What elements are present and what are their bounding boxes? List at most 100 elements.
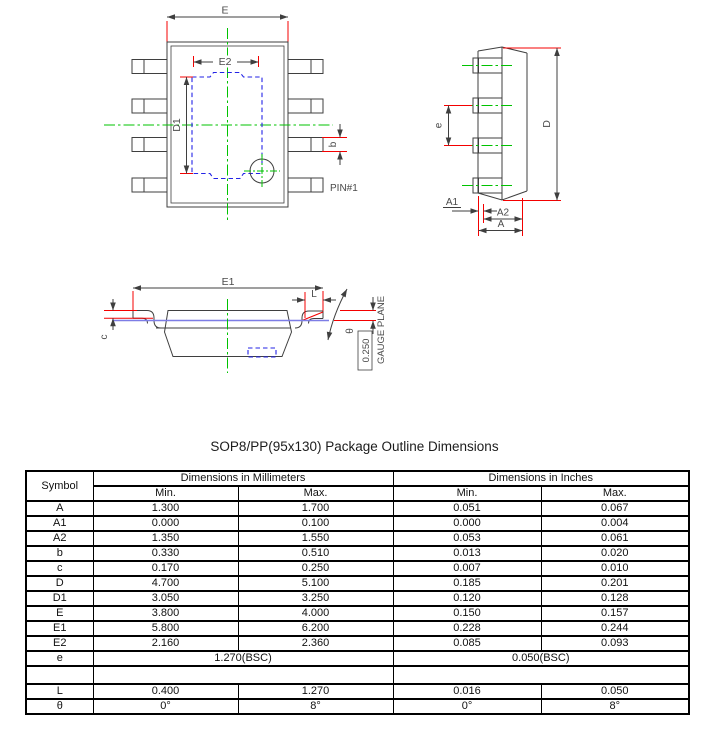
table-row: A 1.300 1.700 0.051 0.067 (25, 500, 690, 517)
dim-label-b: b (328, 141, 339, 147)
dim-label-e: e (434, 122, 445, 128)
cell-mm-max: 3.250 (237, 590, 394, 607)
theta-arc (326, 288, 348, 341)
cell-mm-min: 0.000 (92, 515, 239, 532)
cell-mm-min: 4.700 (92, 575, 239, 592)
cell-symbol: D1 (25, 590, 94, 607)
gauge-offset-lines (334, 310, 376, 321)
cell-in-min: 0.013 (392, 545, 542, 562)
pin (131, 177, 168, 193)
cell-mm-max: 0.510 (237, 545, 394, 562)
cell-in-min: 0.150 (392, 605, 542, 622)
cell-in-min: 0.000 (392, 515, 542, 532)
cell-in-min: 0.016 (392, 683, 542, 700)
cell-mm-max: 5.100 (237, 575, 394, 592)
cell-mm-min: 0.330 (92, 545, 239, 562)
cell-empty (92, 665, 394, 685)
side-body-outline (477, 46, 528, 201)
cell-in-max: 8° (540, 698, 690, 715)
cell-in-min: 0.085 (392, 635, 542, 652)
cell-in-min: 0.053 (392, 530, 542, 547)
pin-centerlines (462, 65, 514, 186)
right-pins (287, 59, 324, 193)
cell-symbol: L (25, 683, 94, 700)
cell-mm-max: 1.700 (237, 500, 394, 517)
cell-mm-max: 0.100 (237, 515, 394, 532)
col-header-inch-group: Dimensions in Inches (392, 470, 690, 487)
table-row: c 0.170 0.250 0.007 0.010 (25, 560, 690, 577)
extension-lines-D (503, 47, 561, 201)
cell-symbol: D (25, 575, 94, 592)
table-row: E2 2.160 2.360 0.085 0.093 (25, 635, 690, 652)
dim-label-E2: E2 (219, 56, 232, 68)
cell-in-max: 0.128 (540, 590, 690, 607)
gauge-value-box (357, 330, 373, 371)
cell-mm-min: 0° (92, 698, 239, 715)
cell-in-max: 0.067 (540, 500, 690, 517)
hidden-pad-mark (247, 347, 277, 358)
cell-mm-min: 5.800 (92, 620, 239, 637)
pin (131, 59, 168, 74)
table-row-e: e 1.270(BSC) 0.050(BSC) (25, 650, 690, 667)
cell-in-min: 0° (392, 698, 542, 715)
pin (287, 98, 324, 114)
cell-symbol: b (25, 545, 94, 562)
cell-in-max: 0.004 (540, 515, 690, 532)
cell-in-max: 0.061 (540, 530, 690, 547)
cell-symbol: E (25, 605, 94, 622)
cell-symbol: A2 (25, 530, 94, 547)
dim-label-theta: θ (345, 328, 356, 334)
header-row-groups: Symbol Dimensions in Millimeters Dimensi… (25, 470, 690, 502)
col-header-in-max: Max. (540, 485, 690, 502)
dim-label-E: E (221, 5, 228, 17)
cell-in-min: 0.120 (392, 590, 542, 607)
pin1-cross-centerline (244, 154, 280, 189)
cell-in-min: 0.051 (392, 500, 542, 517)
pin (287, 177, 324, 193)
cell-mm-min: 1.300 (92, 500, 239, 517)
cell-in-max: 0.157 (540, 605, 690, 622)
cell-mm-max: 0.250 (237, 560, 394, 577)
table-row-spacer (25, 665, 690, 685)
cell-mm-min: 0.400 (92, 683, 239, 700)
profile-view: E1 c L θ (99, 276, 387, 373)
dim-label-A: A (498, 219, 505, 230)
cell-symbol: E1 (25, 620, 94, 637)
lead-angle-line (301, 311, 324, 321)
header-row-minmax: Min. Max. Min. Max. (26, 485, 690, 502)
cell-mm-bsc: 1.270(BSC) (92, 650, 394, 667)
cell-symbol: E2 (25, 635, 94, 652)
extension-lines-c (104, 310, 153, 319)
table-row: D1 3.050 3.250 0.120 0.128 (25, 590, 690, 607)
cell-mm-max: 4.000 (237, 605, 394, 622)
dim-label-L: L (311, 289, 317, 300)
dim-label-E1: E1 (222, 276, 235, 288)
dim-label-D1: D1 (171, 118, 183, 132)
cell-mm-max: 1.270 (237, 683, 394, 700)
cell-mm-min: 2.160 (92, 635, 239, 652)
dim-label-c: c (99, 335, 110, 340)
extension-lines-b (322, 137, 347, 152)
cell-in-max: 0.093 (540, 635, 690, 652)
cell-in-min: 0.007 (392, 560, 542, 577)
cell-in-bsc: 0.050(BSC) (392, 650, 690, 667)
col-header-mm-group: Dimensions in Millimeters (92, 470, 394, 487)
cell-mm-min: 3.050 (92, 590, 239, 607)
cell-empty (25, 665, 94, 685)
cell-mm-max: 6.200 (237, 620, 394, 637)
gauge-value-label: 0.250 (361, 339, 372, 363)
extension-lines-E (166, 21, 289, 45)
cell-mm-max: 8° (237, 698, 394, 715)
cell-mm-max: 2.360 (237, 635, 394, 652)
cell-in-max: 0.244 (540, 620, 690, 637)
table-row-L: L 0.400 1.270 0.016 0.050 (25, 683, 690, 700)
pin (131, 137, 168, 152)
cell-in-max: 0.201 (540, 575, 690, 592)
exposed-pad-hidden-outline (191, 71, 263, 180)
dim-label-A2: A2 (497, 208, 510, 219)
left-pins (131, 59, 168, 193)
dimensions-table: Symbol Dimensions in Millimeters Dimensi… (25, 470, 691, 715)
col-header-mm-max: Max. (237, 485, 394, 502)
top-view: E (104, 5, 358, 221)
table-row: b 0.330 0.510 0.013 0.020 (25, 545, 690, 562)
